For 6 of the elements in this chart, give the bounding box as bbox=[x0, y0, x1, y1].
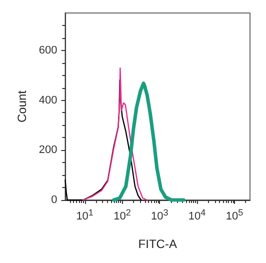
y-axis-title: Count bbox=[15, 90, 29, 123]
y-tick-label: 600 bbox=[38, 44, 58, 56]
x-axis-title: FITC-A bbox=[138, 237, 177, 251]
y-tick-label: 400 bbox=[38, 94, 58, 106]
y-tick-label: 0 bbox=[51, 194, 58, 206]
y-tick-label: 200 bbox=[38, 144, 58, 156]
